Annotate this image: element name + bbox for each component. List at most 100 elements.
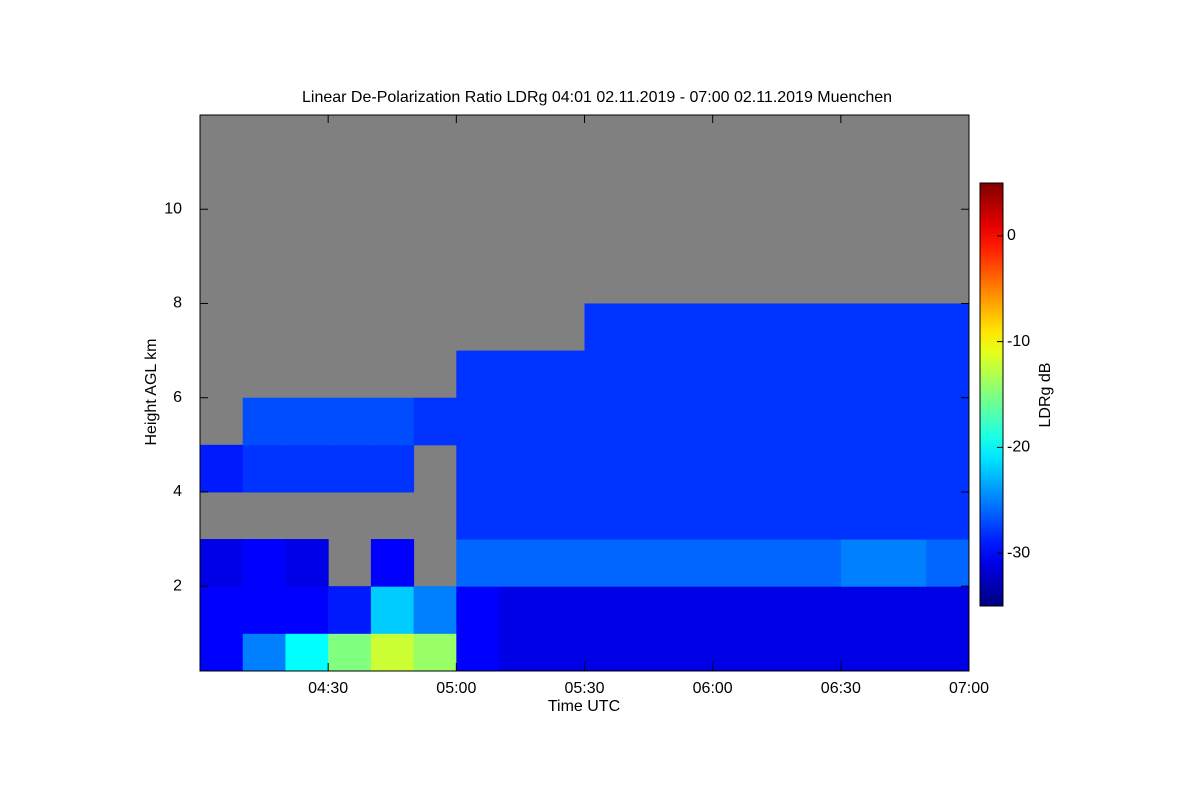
heat-cell xyxy=(840,491,885,540)
heat-cell xyxy=(285,586,329,634)
heat-cell xyxy=(456,586,500,634)
heat-cell xyxy=(840,539,885,587)
heat-cell xyxy=(926,397,970,446)
heat-cell xyxy=(798,303,842,352)
heat-cell xyxy=(584,303,628,352)
heat-cell xyxy=(541,491,585,540)
heat-cell xyxy=(798,586,842,634)
y-axis-label: Height AGL km xyxy=(143,338,160,445)
heat-cell xyxy=(499,350,543,399)
heat-cell xyxy=(755,444,799,493)
colorbar-tick-label: -20 xyxy=(1007,439,1030,456)
heat-cell xyxy=(242,539,286,587)
colorbar-tick-label: -30 xyxy=(1007,544,1030,561)
heat-cell xyxy=(755,303,799,352)
heat-cell xyxy=(200,539,244,587)
y-tick-label: 2 xyxy=(173,577,182,594)
heat-cell xyxy=(456,350,500,399)
heat-cell xyxy=(926,633,970,672)
heat-cell xyxy=(370,444,415,493)
heat-cell xyxy=(926,350,970,399)
heat-cell xyxy=(328,397,372,446)
heat-cell xyxy=(669,539,714,587)
heat-cell xyxy=(712,303,756,352)
heat-cell xyxy=(883,397,927,446)
heat-cell xyxy=(798,539,842,587)
y-tick-label: 4 xyxy=(173,483,182,500)
x-tick-label: 06:00 xyxy=(693,680,733,697)
heat-cell xyxy=(926,491,970,540)
heat-cell xyxy=(584,444,628,493)
heat-cell xyxy=(883,586,927,634)
heat-cell xyxy=(883,350,927,399)
heat-cell xyxy=(499,586,543,634)
heat-cell xyxy=(413,633,457,672)
x-tick-label: 05:30 xyxy=(564,680,604,697)
heat-cell xyxy=(456,491,500,540)
heat-cell xyxy=(627,491,671,540)
heat-cell xyxy=(627,633,671,672)
heat-cell xyxy=(584,539,628,587)
heat-cell xyxy=(370,539,415,587)
colorbar-label: LDRg dB xyxy=(1037,363,1054,428)
x-tick-label: 05:00 xyxy=(436,680,476,697)
heat-cell xyxy=(712,444,756,493)
heat-cell xyxy=(712,586,756,634)
x-axis-label: Time UTC xyxy=(548,698,620,715)
heat-cell xyxy=(242,633,286,672)
heat-cell xyxy=(627,397,671,446)
heat-cell xyxy=(712,491,756,540)
x-tick-label: 04:30 xyxy=(308,680,348,697)
x-tick-label: 06:30 xyxy=(821,680,861,697)
heat-cell xyxy=(840,350,885,399)
heat-cell xyxy=(755,350,799,399)
y-tick-label: 8 xyxy=(173,295,182,312)
heat-cell xyxy=(712,350,756,399)
y-tick-label: 6 xyxy=(173,389,182,406)
heat-cell xyxy=(669,586,714,634)
heat-cell xyxy=(200,444,244,493)
heat-cell xyxy=(883,539,927,587)
heat-cell xyxy=(926,539,970,587)
chart-title: Linear De-Polarization Ratio LDRg 04:01 … xyxy=(302,89,892,106)
heat-cell xyxy=(669,633,714,672)
heat-cell xyxy=(584,633,628,672)
heat-cell xyxy=(669,350,714,399)
heat-cell xyxy=(200,633,244,672)
heat-cell xyxy=(413,397,457,446)
heat-cell xyxy=(712,633,756,672)
heat-cell xyxy=(541,586,585,634)
heat-cell xyxy=(798,491,842,540)
heat-cell xyxy=(456,633,500,672)
heat-cell xyxy=(242,397,286,446)
heat-cell xyxy=(328,586,372,634)
heat-cell xyxy=(285,539,329,587)
heat-cell xyxy=(285,397,329,446)
heat-cell xyxy=(413,586,457,634)
heat-cell xyxy=(541,633,585,672)
heat-cell xyxy=(370,633,415,672)
heat-cell xyxy=(541,350,585,399)
heat-cell xyxy=(328,633,372,672)
heat-cell xyxy=(541,397,585,446)
heat-cell xyxy=(926,444,970,493)
heat-cell xyxy=(499,491,543,540)
colorbar-tick-label: -10 xyxy=(1007,333,1030,350)
heat-cell xyxy=(840,633,885,672)
heat-cell xyxy=(584,350,628,399)
heat-cell xyxy=(669,397,714,446)
heat-cell xyxy=(285,444,329,493)
heat-cell xyxy=(840,303,885,352)
heat-cell xyxy=(499,633,543,672)
heat-cell xyxy=(499,444,543,493)
heat-cell xyxy=(840,444,885,493)
heat-cell xyxy=(840,397,885,446)
heat-cell xyxy=(541,444,585,493)
heat-cell xyxy=(370,397,415,446)
colorbar-tick-label: 0 xyxy=(1007,227,1016,244)
y-tick-label: 10 xyxy=(164,200,182,217)
heat-cell xyxy=(926,303,970,352)
heat-cell xyxy=(541,539,585,587)
heat-cell xyxy=(285,633,329,672)
